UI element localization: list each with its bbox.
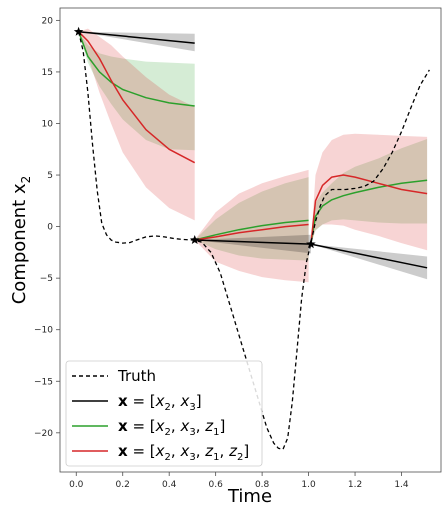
series-line-2-1 <box>194 223 309 241</box>
anchor-star-1 <box>190 235 200 244</box>
y-axis-label: Component x2 <box>9 176 33 305</box>
x-axis-label: Time <box>227 486 272 507</box>
series-line-0-1 <box>194 239 311 245</box>
anchor-star-2 <box>306 239 316 249</box>
band-0-2 <box>310 244 428 280</box>
series-line-2-0 <box>78 31 196 164</box>
x-tick-label-3: 0.6 <box>208 480 223 490</box>
legend-label-2: x = [x2, x3, z1] <box>118 417 225 438</box>
series-line-0-0 <box>78 30 195 44</box>
legend-label-1: x = [x2, x3] <box>118 392 202 413</box>
y-tick-label-1: −15 <box>34 377 53 387</box>
y-tick-label-3: −5 <box>40 274 53 284</box>
legend-label-0: Truth <box>117 367 156 385</box>
band-1-2 <box>310 139 428 245</box>
band-2-1 <box>194 169 309 283</box>
confidence-bands <box>78 28 428 283</box>
series-line-0-2 <box>310 243 428 269</box>
anchor-markers <box>73 26 316 249</box>
x-tick-label-7: 1.4 <box>394 480 409 490</box>
series-line-2-2 <box>310 174 428 245</box>
legend-label-3: x = [x2, x3, z1, z2] <box>118 442 249 463</box>
y-tick-label-6: 10 <box>42 119 54 129</box>
x-tick-label-4: 0.8 <box>255 480 270 490</box>
y-tick-label-8: 20 <box>42 16 54 26</box>
x-tick-label-0: 0.0 <box>69 480 84 490</box>
x-tick-label-1: 0.2 <box>116 480 130 490</box>
y-tick-label-5: 5 <box>47 171 53 181</box>
y-tick-label-0: −20 <box>34 429 53 439</box>
band-0-1 <box>194 234 311 254</box>
band-1-1 <box>194 177 309 261</box>
band-1-0 <box>78 31 195 151</box>
y-axis-label-subscript: 2 <box>19 176 33 184</box>
truth-line <box>77 31 430 450</box>
series-line-1-1 <box>194 219 309 241</box>
band-0-0 <box>78 31 195 52</box>
legend: Truth x = [x2, x3] x = [x2, x3, z1] x = [x2… <box>65 360 263 467</box>
x-tick-label-5: 1.0 <box>301 480 316 490</box>
y-tick-label-7: 15 <box>42 68 53 78</box>
y-tick-label-4: 0 <box>47 223 53 233</box>
band-2-0 <box>78 28 195 221</box>
anchor-star-0 <box>73 26 84 36</box>
y-axis-label-main: Component x <box>9 183 30 304</box>
plot-frame <box>59 7 442 473</box>
series-lines <box>77 30 430 450</box>
x-tick-label-2: 0.4 <box>162 480 177 490</box>
y-axis-ticks: −20 −15 −10 −5 0 5 10 15 20 <box>34 16 60 439</box>
x-tick-label-6: 1.2 <box>348 480 362 490</box>
series-line-1-0 <box>77 31 195 107</box>
y-tick-label-2: −10 <box>34 326 53 336</box>
band-2-2 <box>310 133 428 251</box>
legend-box <box>65 360 263 467</box>
x-axis-ticks: 0.0 0.2 0.4 0.6 0.8 1.0 1.2 1.4 <box>69 472 409 490</box>
